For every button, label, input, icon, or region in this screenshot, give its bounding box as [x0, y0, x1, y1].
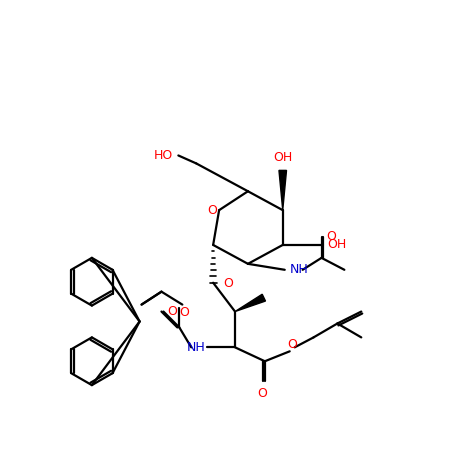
Text: OH: OH	[273, 151, 292, 164]
Text: O: O	[179, 306, 189, 319]
Text: HO: HO	[154, 149, 173, 162]
Text: O: O	[257, 387, 266, 399]
Text: O: O	[287, 338, 297, 351]
Text: NH: NH	[289, 263, 308, 276]
Text: OH: OH	[327, 238, 346, 252]
Text: NH: NH	[186, 341, 205, 354]
Text: O: O	[326, 230, 336, 244]
Polygon shape	[235, 294, 265, 311]
Text: O: O	[207, 203, 217, 217]
Polygon shape	[278, 171, 286, 210]
Text: O: O	[223, 277, 232, 290]
Text: O: O	[167, 305, 177, 318]
